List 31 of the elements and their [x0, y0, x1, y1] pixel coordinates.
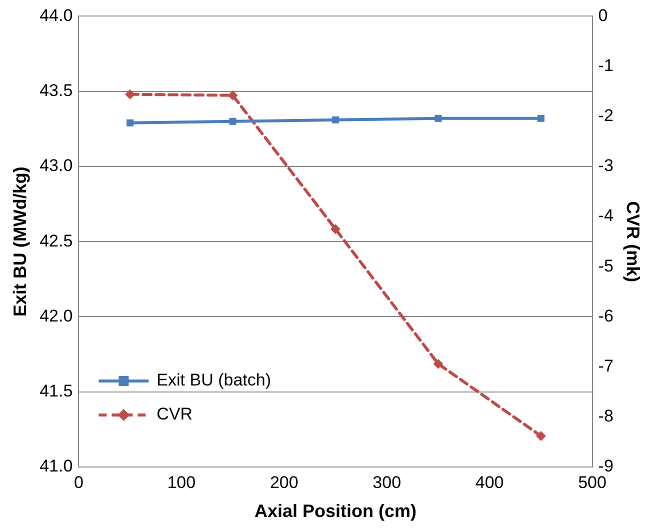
- x-tick-label: 100: [167, 472, 196, 492]
- x-axis-title: Axial Position (cm): [254, 501, 416, 522]
- y2-tick-label: -7: [598, 356, 614, 376]
- y-tick-label: 41.0: [40, 456, 73, 476]
- point: [228, 90, 238, 100]
- y2-tick-label: -2: [598, 106, 614, 126]
- y2-tick-label: -8: [598, 406, 614, 426]
- x-tick-label: 0: [74, 472, 84, 492]
- y-tick-label: 43.5: [40, 81, 73, 100]
- point: [433, 358, 444, 369]
- legend-label: CVR: [156, 404, 193, 424]
- x-tick-label: 200: [270, 472, 298, 492]
- y-tick-label: 42.0: [40, 306, 73, 326]
- y2-axis-title: CVR (mk): [623, 201, 644, 282]
- point: [330, 224, 340, 234]
- y2-tick-label: -4: [598, 206, 614, 226]
- y-tick-label: 42.5: [40, 231, 73, 250]
- legend-label: Exit BU (batch): [156, 370, 271, 390]
- y2-tick-label: -3: [598, 156, 614, 176]
- x-tick-label: 300: [372, 472, 402, 492]
- y-tick-label: 44.0: [40, 6, 73, 25]
- point: [536, 430, 546, 441]
- y-tick-label: 43.0: [40, 156, 73, 176]
- point: [125, 89, 136, 100]
- y2-tick-label: -6: [598, 306, 614, 326]
- y-axis-title: Exit BU (MWd/kg): [10, 166, 30, 317]
- y-tick-label: 41.5: [40, 382, 73, 401]
- y2-tick-label: -1: [598, 56, 614, 75]
- x-tick-label: 400: [475, 472, 504, 492]
- y2-tick-label: 0: [598, 6, 608, 25]
- y2-tick-label: -5: [598, 256, 614, 276]
